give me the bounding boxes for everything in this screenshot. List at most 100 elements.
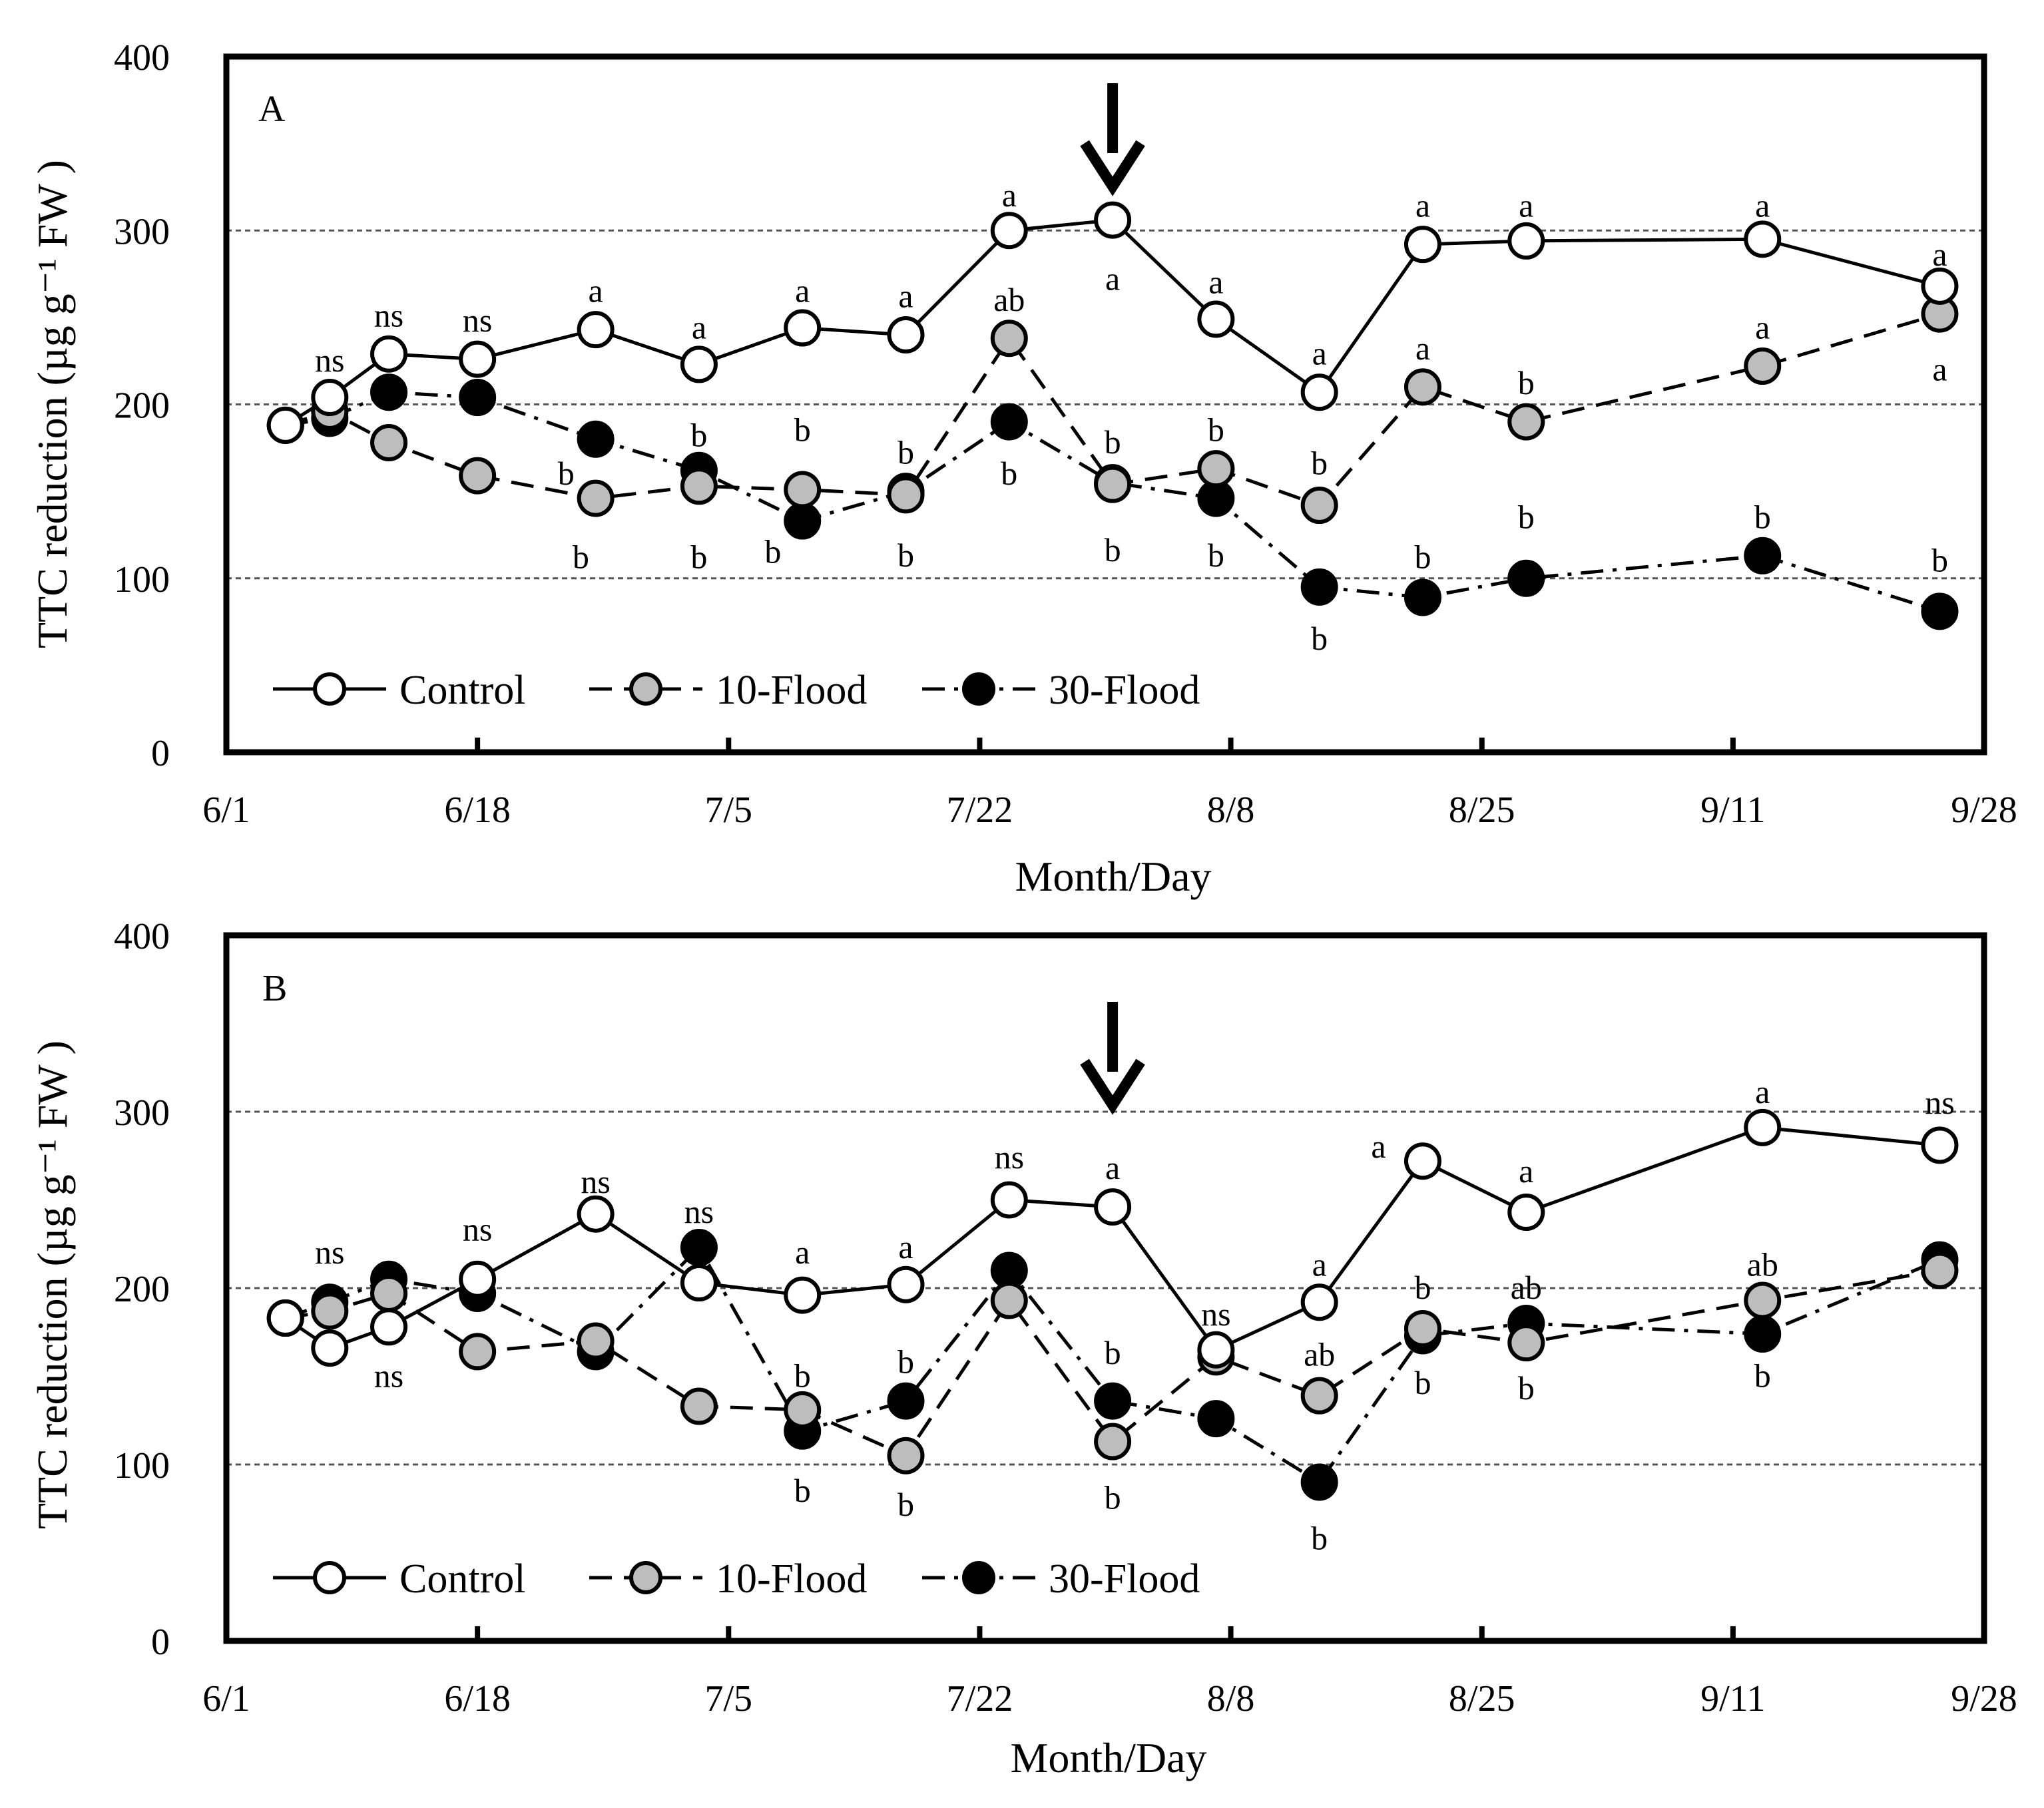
data-point-10-flood: [370, 423, 408, 461]
data-point-30-flood: [1744, 537, 1782, 574]
series-line-10-flood: [284, 312, 1941, 507]
x-tick-label: 7/22: [947, 1678, 1013, 1719]
significance-label: a: [1519, 187, 1533, 224]
data-point-10-flood: [1404, 1309, 1441, 1347]
treatment-arrow-head: [1080, 1058, 1145, 1115]
significance-label: b: [897, 434, 914, 471]
data-point-10-flood: [1507, 403, 1545, 441]
significance-label: a: [1312, 1246, 1327, 1283]
x-tick-label: 9/28: [1951, 1678, 2017, 1719]
significance-label: ns: [374, 296, 403, 334]
x-tick-label: 6/1: [202, 1678, 250, 1719]
data-point-30-flood: [1094, 1382, 1132, 1420]
data-point-control: [1921, 267, 1959, 305]
data-point-control: [577, 1195, 615, 1233]
y-tick-label: 100: [114, 559, 170, 600]
data-point-control: [887, 1265, 925, 1303]
legend-30-flood-label: 30-Flood: [1049, 668, 1200, 713]
data-point-30-flood: [1300, 568, 1338, 606]
significance-label: a: [1519, 1152, 1533, 1190]
significance-label: b: [897, 1486, 914, 1523]
data-point-10-flood: [1507, 1324, 1545, 1362]
legend-10-flood-marker: [629, 672, 662, 706]
data-point-control: [1300, 1283, 1338, 1321]
significance-label: b: [573, 538, 589, 575]
significance-label: a: [898, 1228, 913, 1265]
significance-label: ns: [463, 1211, 492, 1248]
plot-frame: [223, 932, 1987, 1644]
legend-control-marker: [313, 1561, 346, 1594]
data-point-control: [784, 309, 822, 347]
panel-a: 6/1 6/18 7/5 7/22 8/8 8/25 9/11 9/28 0 100 200 300 4…: [29, 37, 2017, 900]
legend-30-flood-marker: [962, 672, 995, 706]
treatment-arrow-head: [1080, 140, 1145, 196]
data-point-10-flood: [680, 467, 718, 505]
significance-label: b: [1414, 1364, 1431, 1401]
data-point-10-flood: [459, 457, 497, 495]
data-point-30-flood: [1507, 559, 1545, 597]
significance-label: b: [1208, 537, 1224, 574]
y-axis-title: TTC reduction (µg g⁻¹ FW ): [29, 160, 76, 648]
significance-label: ab: [1747, 1246, 1778, 1283]
significance-label: b: [1105, 1478, 1121, 1516]
significance-label: a: [1415, 330, 1430, 367]
series-line-30-flood: [285, 390, 1941, 613]
data-point-control: [680, 1264, 718, 1302]
y-tick-label: 400: [114, 916, 170, 957]
significance-label: b: [897, 1343, 914, 1380]
data-point-10-flood: [1094, 1423, 1132, 1461]
data-point-control: [1404, 1142, 1441, 1180]
significance-label: ns: [315, 341, 344, 379]
significance-label: a: [1755, 309, 1770, 346]
significance-label: a: [1002, 176, 1017, 214]
data-point-control: [1094, 201, 1132, 239]
significance-label: b: [1754, 498, 1771, 535]
x-tick-label: 8/25: [1449, 790, 1515, 831]
significance-label: b: [1518, 1369, 1535, 1407]
significance-label: b: [1518, 364, 1535, 401]
data-point-control: [1197, 300, 1235, 338]
panel-letter: B: [262, 968, 287, 1009]
significance-label: a: [1371, 1128, 1386, 1165]
x-tick-label: 7/5: [705, 790, 753, 831]
significance-label: b: [1931, 542, 1948, 579]
series-line-10-flood: [285, 1269, 1940, 1458]
series-line-control: [284, 218, 1941, 427]
significance-label: ab: [1511, 1269, 1542, 1306]
data-point-10-flood: [784, 1391, 822, 1429]
significance-label: b: [690, 417, 707, 454]
significance-label: a: [1932, 350, 1947, 387]
x-tick-label: 6/18: [444, 1678, 511, 1719]
data-point-10-flood: [1921, 1251, 1959, 1289]
significance-label: a: [795, 272, 810, 310]
x-tick-label: 6/1: [202, 790, 250, 831]
data-point-control: [1744, 1108, 1782, 1146]
legend-control-marker: [313, 672, 346, 706]
significance-label: b: [558, 455, 575, 492]
significance-label: b: [794, 411, 811, 449]
panel-letter: A: [258, 89, 286, 130]
legend-30-flood-marker: [962, 1561, 995, 1594]
data-point-control: [1921, 1126, 1959, 1164]
x-tick-label: 8/8: [1207, 790, 1255, 831]
data-point-control: [459, 340, 497, 378]
significance-label: b: [1105, 423, 1121, 461]
significance-label: b: [1414, 538, 1431, 575]
significance-label: a: [1932, 236, 1947, 273]
y-axis-title: TTC reduction (µg g⁻¹ FW ): [29, 1040, 76, 1529]
data-point-control: [1507, 1194, 1545, 1232]
significance-label: a: [1415, 187, 1430, 224]
data-point-control: [1300, 373, 1338, 411]
significance-label: b: [1105, 531, 1121, 568]
legend-control-label: Control: [399, 1556, 525, 1602]
y-tick-label: 200: [114, 1269, 170, 1310]
data-point-10-flood: [1404, 368, 1441, 406]
data-point-10-flood: [887, 1437, 925, 1474]
significance-label: ns: [995, 1138, 1024, 1176]
data-point-control: [577, 311, 615, 349]
plot-frame: [223, 53, 1987, 756]
significance-label: ns: [315, 1234, 344, 1271]
data-point-10-flood: [1300, 1377, 1338, 1415]
data-point-10-flood: [1744, 347, 1782, 385]
